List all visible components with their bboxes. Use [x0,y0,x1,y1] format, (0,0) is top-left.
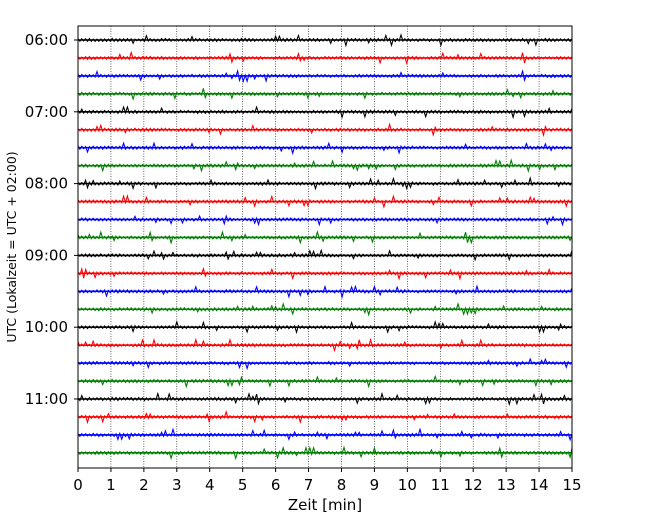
x-tick-label: 2 [139,476,149,494]
x-tick-label: 15 [562,476,581,494]
y-axis-title: UTC (Lokalzeit = UTC + 02:00) [4,151,19,342]
x-tick-label: 1 [106,476,116,494]
y-tick-label: 11:00 [25,390,68,408]
x-tick-label: 14 [530,476,549,494]
y-tick-label: 09:00 [25,246,68,264]
x-tick-label: 9 [370,476,380,494]
x-tick-label: 5 [238,476,248,494]
seismogram-traces [77,33,573,461]
x-tick-label: 8 [337,476,347,494]
y-tick-label: 06:00 [25,31,68,49]
x-axis-title: Zeit [min] [288,496,362,514]
x-axis-ticks: 0 1 2 3 4 5 6 7 8 9 10 11 12 13 14 15 [73,468,582,494]
x-tick-label: 4 [205,476,215,494]
x-tick-label: 11 [431,476,450,494]
y-axis-ticks: 06:00 07:00 08:00 09:00 10:00 11:00 [25,31,78,408]
x-tick-label: 3 [172,476,182,494]
x-tick-label: 12 [464,476,483,494]
x-tick-label: 6 [271,476,281,494]
y-tick-label: 10:00 [25,318,68,336]
x-tick-label: 7 [304,476,314,494]
y-tick-label: 08:00 [25,175,68,193]
x-tick-label: 13 [497,476,516,494]
y-tick-label: 07:00 [25,103,68,121]
x-tick-label: 10 [398,476,417,494]
plot-frame [77,25,573,469]
x-tick-label: 0 [73,476,83,494]
grid-lines [110,26,540,468]
